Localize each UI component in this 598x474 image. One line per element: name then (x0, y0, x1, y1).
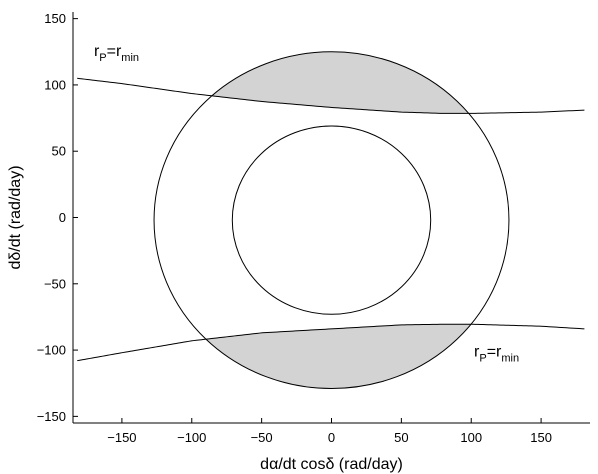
outer-circle (153, 51, 510, 390)
annotations: rP=rmin rP=rmin (94, 43, 519, 365)
x-tick-label: 100 (460, 430, 482, 445)
y-tick-label: −50 (44, 276, 66, 291)
x-axis-label: dα/dt cosδ (rad/day) (260, 456, 403, 473)
y-tick-label: −150 (37, 409, 66, 424)
y-tick-label: 50 (52, 144, 66, 159)
annotation-bottom: rP=rmin (474, 344, 519, 365)
x-tick-label: 0 (328, 430, 335, 445)
lower-boundary-curve (77, 323, 585, 362)
axis-labels: dα/dt cosδ (rad/day) dδ/dt (rad/day) (7, 165, 403, 473)
x-tick-label: −100 (177, 430, 206, 445)
annotation-top: rP=rmin (94, 43, 139, 64)
circles (153, 51, 510, 390)
x-tick-label: −50 (251, 430, 273, 445)
ticks: −150 −100 −50 0 50 100 150 −150 −100 −50 0 50 100 150 (37, 11, 552, 445)
y-tick-label: 100 (44, 77, 66, 92)
y-tick-label: 0 (59, 210, 66, 225)
x-tick-label: 50 (394, 430, 408, 445)
boundary-curves (77, 77, 585, 362)
inner-circle (231, 125, 432, 315)
y-tick-label: 150 (44, 11, 66, 26)
y-axis-label: dδ/dt (rad/day) (7, 165, 24, 269)
x-tick-label: −150 (107, 430, 136, 445)
x-tick-label: 150 (530, 430, 552, 445)
upper-boundary-curve (77, 77, 585, 114)
y-tick-label: −100 (37, 343, 66, 358)
